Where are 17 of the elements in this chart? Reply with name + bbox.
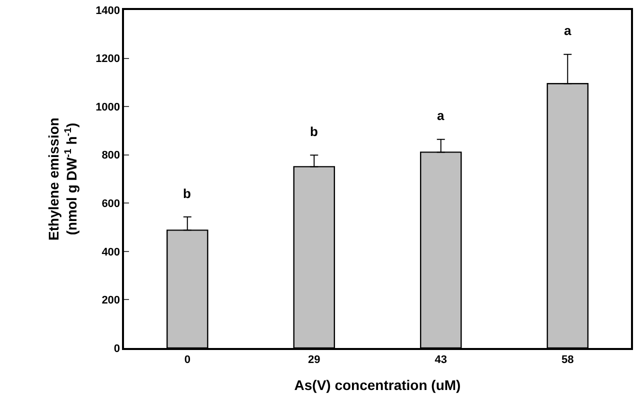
x-axis-title: As(V) concentration (uM): [294, 376, 461, 393]
annotation: a: [437, 108, 445, 123]
x-tick-label: 0: [184, 354, 190, 366]
y-tick-label: 1000: [96, 101, 120, 114]
y-tick-label: 200: [102, 294, 120, 307]
y-tick-label: 800: [102, 150, 120, 162]
y-tick-label: 600: [102, 198, 120, 210]
y-tick-label: 1200: [96, 53, 120, 66]
annotation: b: [310, 124, 318, 139]
x-tick-label: 58: [562, 354, 574, 366]
annotation: a: [564, 23, 572, 38]
annotation: b: [183, 186, 191, 201]
y-tick-label: 400: [102, 246, 120, 258]
y-tick-label: 1400: [96, 4, 120, 17]
y-tick-label: 0: [114, 342, 120, 355]
x-tick-label: 29: [308, 354, 320, 366]
x-tick-label: 43: [434, 354, 448, 366]
